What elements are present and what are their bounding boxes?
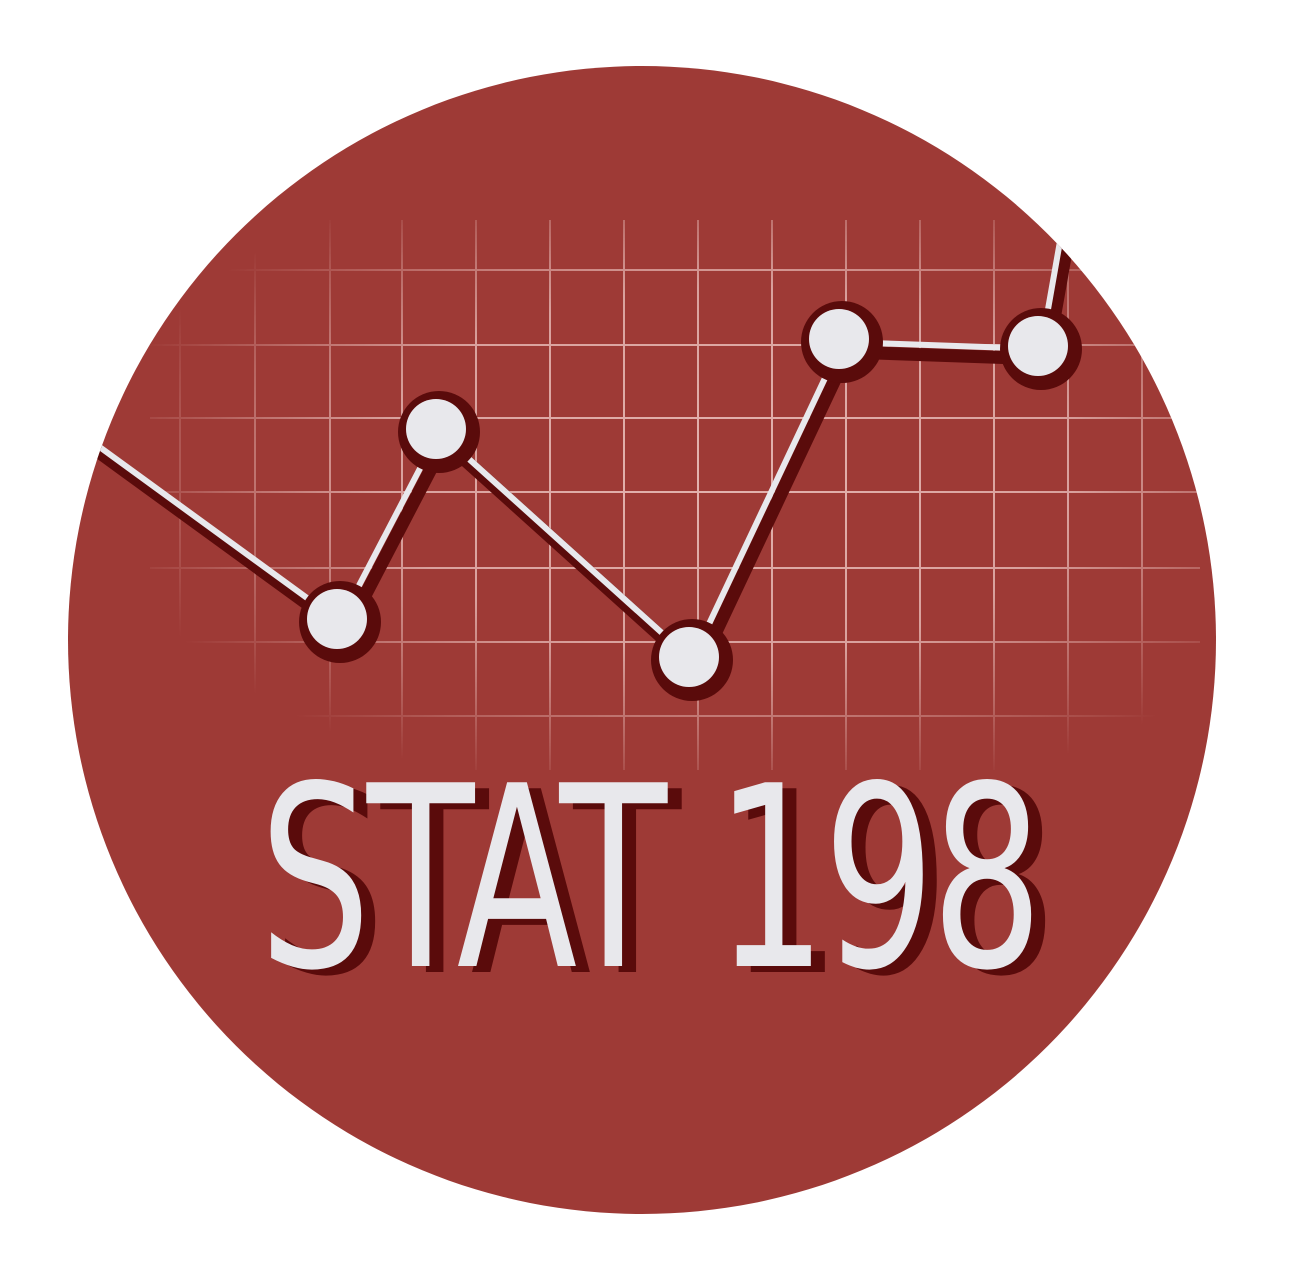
line-chart-icon	[88, 229, 1082, 701]
logo-text-main: STAT 198	[259, 733, 1039, 1026]
logo-text-shadow: STAT 198	[273, 739, 1053, 1032]
chart-point	[1008, 316, 1068, 376]
chart-point	[307, 589, 367, 649]
chart-point	[406, 399, 466, 459]
chart-point	[659, 627, 719, 687]
logo-text: STAT 198 STAT 198	[259, 733, 1059, 1032]
circle-badge	[68, 66, 1216, 1214]
grid-lines	[150, 220, 1200, 770]
chart-point	[809, 309, 869, 369]
